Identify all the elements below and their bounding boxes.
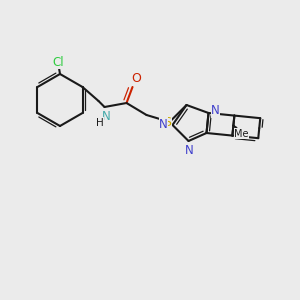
- Text: Cl: Cl: [52, 56, 64, 68]
- Text: S: S: [164, 116, 172, 128]
- Text: N: N: [211, 104, 220, 118]
- Text: N: N: [159, 118, 168, 130]
- Text: N: N: [185, 143, 194, 157]
- Text: O: O: [132, 73, 142, 85]
- Text: N: N: [102, 110, 111, 122]
- Text: Me: Me: [234, 129, 249, 139]
- Text: H: H: [96, 118, 104, 128]
